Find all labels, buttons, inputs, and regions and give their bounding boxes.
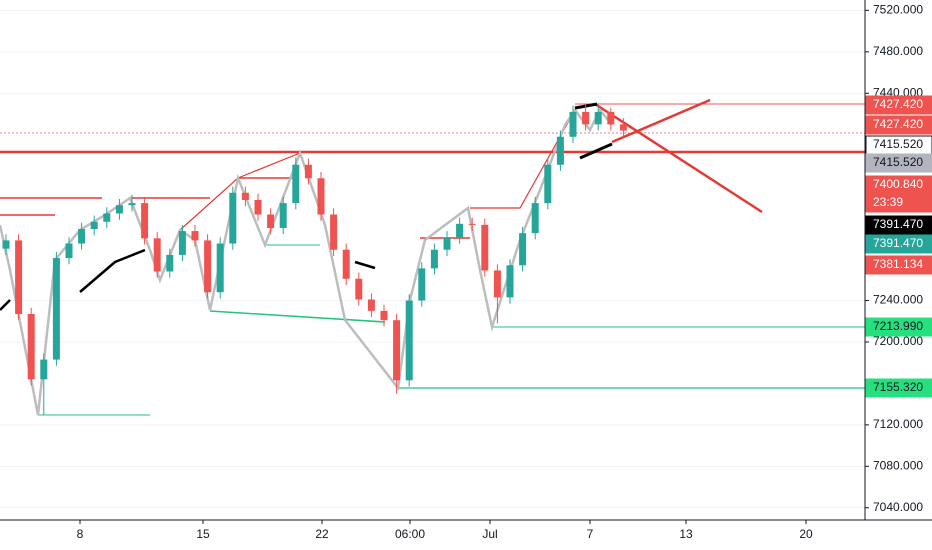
price-tag: 7391.470 (873, 217, 923, 231)
grid (0, 9, 865, 509)
candle-body (342, 249, 350, 279)
y-tick-label: 7480.000 (873, 44, 923, 58)
candle-body (380, 310, 388, 321)
price-tag-box (865, 95, 932, 115)
price-tag: 23:39 (873, 195, 903, 209)
red-trend (594, 102, 763, 214)
candle-body (241, 192, 249, 200)
candle-body (481, 224, 489, 271)
x-tick-label: Jul (482, 527, 497, 541)
price-tag: 7391.470 (873, 236, 923, 250)
y-tick-label: 7520.000 (873, 3, 923, 17)
price-tag-box (865, 378, 932, 398)
y-tick-label: 7200.000 (873, 334, 923, 348)
price-tag: 7155.320 (873, 380, 923, 394)
candle-body (128, 203, 136, 206)
candle-body (191, 231, 199, 241)
y-tick-label: 7120.000 (873, 417, 923, 431)
x-tick-label: 06:00 (395, 527, 425, 541)
candle-body (103, 213, 111, 222)
candle-body (15, 240, 23, 314)
candle-body (367, 299, 375, 311)
candle-body (40, 359, 48, 380)
zigzag (0, 107, 613, 416)
price-tag-box (865, 255, 932, 275)
candle-body (178, 231, 186, 255)
candle-body (267, 214, 275, 228)
candle-body (229, 192, 237, 244)
candle-body (254, 200, 262, 215)
candle-body (204, 240, 212, 293)
price-tag: 7415.520 (873, 137, 923, 151)
price-tag-box (865, 193, 932, 213)
price-tag-box (865, 317, 932, 337)
x-tick-label: 20 (799, 527, 813, 541)
red-trend (470, 109, 576, 209)
candle-body (330, 214, 338, 250)
candle-body (279, 203, 287, 228)
candle-body (2, 240, 10, 249)
candle-body (582, 111, 590, 125)
x-tick-label: 22 (315, 527, 329, 541)
candle-body (304, 164, 312, 179)
candle-body (216, 243, 224, 293)
x-tick-label: 13 (679, 527, 693, 541)
x-tick-label: 8 (77, 527, 84, 541)
drawings (0, 98, 865, 416)
candle-body (519, 233, 527, 266)
price-tag: 7415.520 (873, 155, 923, 169)
candle-body (52, 258, 60, 360)
candle-body (594, 111, 602, 125)
candle-body (493, 270, 501, 298)
candle-body (141, 203, 149, 239)
red-trend (611, 98, 711, 144)
candle-body (166, 254, 174, 272)
price-tag: 7213.990 (873, 319, 923, 333)
candle-body (405, 300, 413, 381)
price-tag-box (865, 153, 932, 173)
candle-body (418, 268, 426, 301)
y-tick-label: 7080.000 (873, 458, 923, 472)
price-tag-box (865, 215, 932, 235)
candle-body (569, 111, 577, 137)
candle-body (153, 238, 161, 272)
candle-body (90, 221, 98, 230)
candle-body (456, 223, 464, 238)
x-tick-label: 7 (587, 527, 594, 541)
candle-body (65, 243, 73, 259)
price-tag: 7381.134 (873, 257, 923, 271)
candle-body (619, 124, 627, 131)
price-tag: 7427.420 (873, 117, 923, 131)
price-tag: 7427.420 (873, 97, 923, 111)
candle-body (355, 278, 363, 300)
price-tag-box (865, 115, 932, 135)
black-segment (579, 142, 613, 160)
black-segment (354, 260, 376, 270)
candle-body (531, 203, 539, 234)
candle-body (468, 223, 476, 225)
y-tick-label: 7240.000 (873, 293, 923, 307)
candle-body (292, 164, 300, 204)
candle-body (556, 136, 564, 165)
candle-body (506, 265, 514, 298)
black-segment (0, 299, 11, 311)
candle-body (317, 178, 325, 215)
black-segment (79, 248, 146, 293)
price-tag-box (865, 234, 932, 254)
candle-body (115, 205, 123, 214)
candle-body (27, 313, 35, 380)
candle-body (607, 111, 615, 125)
candle-body (544, 164, 552, 204)
x-tick-label: 15 (196, 527, 210, 541)
green-level (209, 310, 386, 323)
price-tag: 7400.840 (873, 177, 923, 191)
candle-body (430, 249, 438, 269)
candle-body (78, 229, 86, 244)
y-tick-label: 7040.000 (873, 500, 923, 514)
candle-body (443, 237, 451, 250)
candle-body (393, 320, 401, 381)
